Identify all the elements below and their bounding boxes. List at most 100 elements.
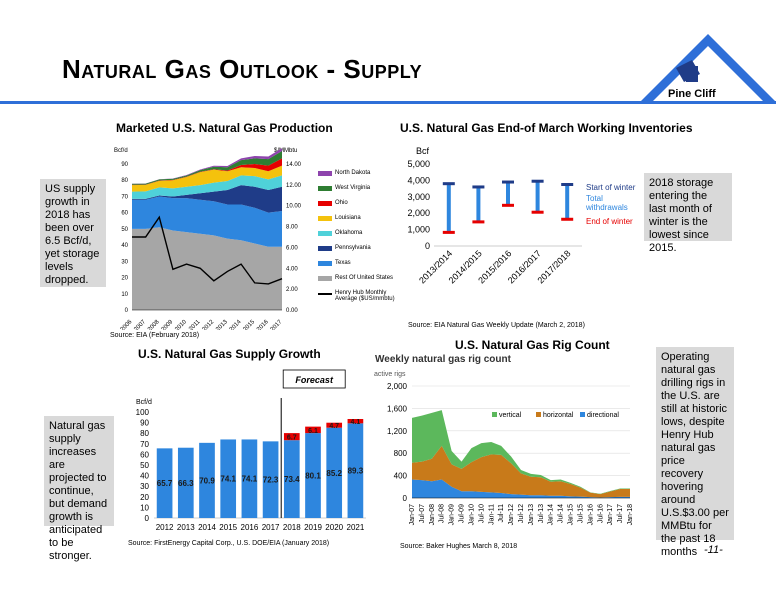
logo: Pine Cliff xyxy=(640,30,776,110)
supply-xtick: 2016 xyxy=(241,523,259,532)
supply-bar-label: 70.9 xyxy=(199,476,215,485)
supply-xtick: 2020 xyxy=(325,523,343,532)
rig-count-chart-title: U.S. Natural Gas Rig Count xyxy=(455,338,610,352)
production-xtick: 2017 xyxy=(270,319,284,330)
supply-increment-label: 6.1 xyxy=(308,428,318,435)
page-title: Natural Gas Outlook - Supply xyxy=(62,54,423,84)
rigs-xtick: Jul-16 xyxy=(597,504,604,523)
supply-ytick: 0 xyxy=(145,514,150,523)
supply-bar xyxy=(283,440,300,518)
inventories-start-marker xyxy=(502,180,514,184)
production-area-pennsylvania xyxy=(132,185,282,213)
production-ylabel-left: Bcf/d xyxy=(114,148,128,154)
production-ytick-right: 12.00 xyxy=(286,183,302,189)
supply-increment-bar xyxy=(326,422,343,428)
rigs-xtick: Jul-13 xyxy=(538,504,545,523)
supply-ytick: 10 xyxy=(140,503,149,512)
supply-bar-label: 73.4 xyxy=(284,475,300,484)
production-legend-item: Ohio xyxy=(318,200,348,206)
supply-bar-label: 80.1 xyxy=(305,472,321,481)
supply-ytick: 60 xyxy=(140,450,149,459)
rigs-xtick: Jan-10 xyxy=(468,504,475,526)
callout-supply-growth: Natural gas supply increases are project… xyxy=(44,416,114,562)
rigs-xtick: Jan-18 xyxy=(627,504,634,526)
production-ytick-right: 4.00 xyxy=(286,266,298,272)
rig-count-subtitle: Weekly natural gas rig count xyxy=(375,354,511,365)
rigs-ytick: 400 xyxy=(394,472,408,481)
inventories-source: Source: EIA Natural Gas Weekly Update (M… xyxy=(408,322,585,329)
supply-bar xyxy=(241,439,258,518)
production-ytick-left: 20 xyxy=(121,276,128,282)
supply-xtick: 2018 xyxy=(283,523,301,532)
production-xtick: 2014 xyxy=(229,319,243,330)
logo-text: Pine Cliff xyxy=(668,88,716,100)
supply-increment-bar xyxy=(347,418,364,424)
legend-label: West Virginia xyxy=(335,185,371,191)
supply-increment-label: 6.7 xyxy=(287,435,297,442)
production-legend-item: Oklahoma xyxy=(318,230,362,236)
inventories-end-marker xyxy=(502,203,514,207)
supply-bar xyxy=(347,423,364,518)
production-ytick-left: 60 xyxy=(121,211,128,217)
legend-swatch xyxy=(318,215,332,221)
supply-bar-label: 66.3 xyxy=(178,479,194,488)
production-xtick: 2010 xyxy=(174,319,188,330)
production-ytick-left: 40 xyxy=(121,243,128,249)
legend-label: Ohio xyxy=(335,200,348,206)
inventories-ytick: 0 xyxy=(425,241,430,251)
supply-increment-label: 4.1 xyxy=(351,419,361,426)
rigs-area-directional xyxy=(412,479,630,498)
production-ytick-right: 0.00 xyxy=(286,308,298,314)
production-xtick: 2015 xyxy=(242,319,256,330)
production-legend: North Dakota West Virginia Ohio Louisiana Ok… xyxy=(318,170,408,320)
inventories-end-marker xyxy=(531,210,544,214)
rigs-legend-label: vertical xyxy=(499,412,522,419)
legend-label: Louisiana xyxy=(335,215,361,221)
supply-increment-bar xyxy=(305,426,321,434)
rigs-xtick: Jan-17 xyxy=(607,504,614,526)
supply-bar xyxy=(156,448,173,518)
supply-increment-label: 4.7 xyxy=(329,423,339,430)
inventories-ytick: 1,000 xyxy=(407,225,430,235)
supply-ytick: 50 xyxy=(140,461,149,470)
supply-xtick: 2012 xyxy=(156,523,174,532)
production-ytick-left: 10 xyxy=(121,292,128,298)
supply-ytick: 100 xyxy=(136,408,150,417)
rigs-xtick: Jul-09 xyxy=(459,504,466,523)
production-legend-item-henry-hub: Henry Hub Monthly Average ($US/mmbtu) xyxy=(318,290,404,302)
production-source: Source: EIA (February 2018) xyxy=(110,332,200,339)
supply-bar xyxy=(305,433,321,518)
legend-label: North Dakota xyxy=(335,170,371,176)
production-ytick-right: 14.00 xyxy=(286,162,302,168)
rigs-xtick: Jan-07 xyxy=(409,504,416,526)
rigs-xtick: Jul-08 xyxy=(439,504,446,523)
legend-swatch xyxy=(318,293,332,295)
production-legend-item: North Dakota xyxy=(318,170,370,176)
rigs-xtick: Jul-11 xyxy=(498,504,505,523)
rigs-xtick: Jul-17 xyxy=(617,504,624,523)
production-legend-item: West Virginia xyxy=(318,185,370,191)
inventories-legend-start: Start of winter xyxy=(586,183,636,192)
legend-label: Rest Of United States xyxy=(335,275,394,281)
inventories-ytick: 2,000 xyxy=(407,208,430,218)
rigs-xtick: Jul-15 xyxy=(577,504,584,523)
callout-storage: 2018 storage entering the last month of … xyxy=(644,173,732,254)
production-ytick-right: 2.00 xyxy=(286,287,298,293)
inventories-start-marker xyxy=(561,183,574,186)
supply-xtick: 2017 xyxy=(262,523,280,532)
rigs-legend-swatch xyxy=(580,412,585,417)
rigs-xtick: Jan-08 xyxy=(429,504,436,526)
production-area-texas xyxy=(132,196,282,247)
rigs-ylabel: active rigs xyxy=(374,371,406,378)
supply-bar-label: 74.1 xyxy=(220,475,236,484)
legend-label: Henry Hub Monthly Average ($US/mmbtu) xyxy=(335,290,395,302)
inventories-start-marker xyxy=(442,182,455,186)
logo-house-icon xyxy=(640,34,776,102)
production-legend-item: Texas xyxy=(318,260,351,266)
inventories-legend-total-line1: Total xyxy=(586,194,603,203)
production-area-rest-of-united-states xyxy=(132,227,282,310)
supply-forecast-label: Forecast xyxy=(295,375,334,385)
inventories-chart: Bcf01,0002,0003,0004,0005,0002013/201420… xyxy=(407,146,636,285)
